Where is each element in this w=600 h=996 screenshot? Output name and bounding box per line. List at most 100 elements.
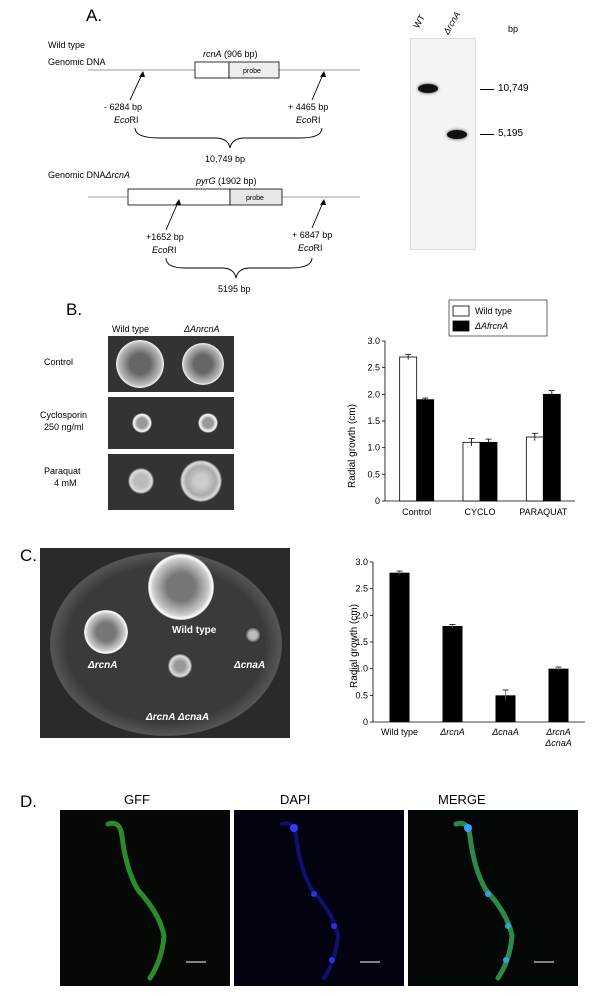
chart-b-legend-mut: ΔAfrcnA [474,321,508,331]
wt-gene-box [195,62,229,78]
chart-b-ytick-label-6: 3.0 [367,336,380,346]
panel-b-row-cyclo: Cyclosporin [40,410,87,420]
mut-left-enz: EcoRI [152,245,177,255]
colony-c-rcnA [84,610,128,654]
plate-paraquat [108,454,234,510]
wt-span-label: 10,749 bp [205,154,245,164]
plate-cyclo [108,397,234,449]
blot-lane-mut: ΔrcnA [441,10,462,36]
panel-b-label: B. [66,300,82,320]
chart-c-ytick-label-5: 2.5 [355,584,368,594]
chart-c-xlabel-1: ΔrcnA [439,727,465,737]
chart-b-legend-swatch-wt [453,306,469,316]
chart-b-ylabel: Radial growth (cm) [347,404,358,488]
wt-right-enz: EcoRI [296,115,321,125]
chart-b-ytick-label-4: 2.0 [367,389,380,399]
mut-left-bp: +1652 bp [146,232,184,242]
plate-c-label-cnaA: ΔcnaA [234,660,265,671]
blot-unit: bp [508,24,518,34]
chart-c-ytick-label-4: 2.0 [355,610,368,620]
mut-probe-text: probe [246,195,264,202]
plate-c-label-wt: Wild type [172,625,216,636]
wt-line2: Genomic DNA [48,57,106,67]
blot-band-mut [447,130,467,139]
blot-marker-line-1 [480,89,494,90]
blot-marker-line-2 [480,134,494,135]
wt-gene-label: rcnA (906 bp) [203,49,258,59]
blot-lane-wt: WT [411,13,427,30]
mut-span-label: 5195 bp [218,284,251,294]
colony-c-double [168,654,192,678]
chart-c-xlabel-3-b: ΔcnaA [544,738,572,748]
chart-c-ytick-label-0: 0 [363,717,368,727]
blot-band1-label: 10,749 [498,83,529,94]
colony-c-wt [148,554,214,620]
wt-left-enz: EcoRI [114,115,139,125]
panel-b-row-control: Control [44,357,73,367]
chart-c: Radial growth (cm) 0 0.5 1.0 1.5 2.0 2.5 3.0 Wi… [315,546,590,762]
chart-b-bar-2-1 [543,394,560,501]
panel-d-title-dapi: DAPI [280,792,310,807]
wt-left-arrowhead [139,71,145,77]
chart-b-bar-0-0 [400,357,417,501]
wt-line1: Wild type [48,40,85,50]
blot-band-wt [418,84,438,93]
micrograph-dapi [234,810,404,986]
chart-b-legend-wt: Wild type [475,306,512,316]
panel-d-title-gff: GFF [124,792,150,807]
chart-c-bar-3 [549,669,569,722]
wt-probe-text: probe [243,68,261,75]
blot-band2-label: 5,195 [498,128,523,139]
mut-right-enz: EcoRI [298,243,323,253]
plate-c-frame [40,548,290,738]
chart-b-ytick-label-5: 2.5 [367,363,380,373]
colony-c-cnaA [246,628,260,642]
panel-d-label: D. [20,792,37,812]
panel-b-row-paraquat: Paraquat [44,466,81,476]
colony-cyclo-wt [132,413,152,433]
mut-line-label: Genomic DNAΔrcnA [48,170,130,180]
chart-c-ytick-label-6: 3.0 [355,557,368,567]
chart-b-xlabel-0: Control [402,507,431,517]
chart-c-bar-0 [390,573,410,722]
mut-right-arrowhead [320,199,326,205]
wt-left-bp: - 6284 bp [104,102,142,112]
mut-right-bp: + 6847 bp [292,230,332,240]
chart-b-ytick-label-3: 1.5 [367,416,380,426]
mut-marker-label: pyrG (1902 bp) [195,176,257,186]
colony-control-wt [116,340,164,388]
chart-b-ytick-label-2: 1.0 [367,443,380,453]
wt-right-bp: + 4465 bp [288,102,328,112]
chart-c-ytick-label-3: 1.5 [355,637,368,647]
panel-c-label: C. [20,546,37,566]
panel-d-title-merge: MERGE [438,792,486,807]
colony-control-mut [182,343,224,385]
chart-b-xlabel-1: CYCLO [464,507,495,517]
panel-a-schematic: probe rcnA (906 bp) Wild type Genomic DN… [0,0,380,300]
panel-b-row-cyclo-conc: 250 ng/ml [44,422,84,432]
plate-control [108,336,234,392]
chart-b-ytick-label-1: 0.5 [367,469,380,479]
chart-b-bar-1-0 [463,442,480,501]
chart-b-bar-0-1 [417,400,434,501]
panel-b-col2: ΔAnrcnA [184,324,220,334]
chart-b-bar-2-0 [526,437,543,501]
colony-cyclo-mut [198,413,218,433]
chart-b-xlabel-2: PARAQUAT [519,507,568,517]
chart-c-ytick-label-2: 1.0 [355,664,368,674]
chart-c-xlabel-2: ΔcnaA [491,727,519,737]
panel-b-row-paraquat-conc: 4 mM [54,478,77,488]
micrograph-merge [408,810,578,986]
chart-b: Radial growth (cm) Wild type ΔAfrcnA 0 0.… [295,296,585,528]
wt-span-brace [135,128,322,148]
chart-c-xlabel-0: Wild type [381,727,418,737]
chart-b-bar-1-1 [480,442,497,501]
panel-b-col1: Wild type [112,324,149,334]
micrograph-gff [60,810,230,986]
chart-c-xlabel-3-a: ΔrcnA [545,727,571,737]
chart-b-legend-swatch-mut [453,321,469,331]
chart-b-ytick-label-0: 0 [375,496,380,506]
chart-c-ytick-label-1: 0.5 [355,690,368,700]
colony-paraquat-mut [180,460,222,502]
colony-paraquat-wt [128,468,154,494]
